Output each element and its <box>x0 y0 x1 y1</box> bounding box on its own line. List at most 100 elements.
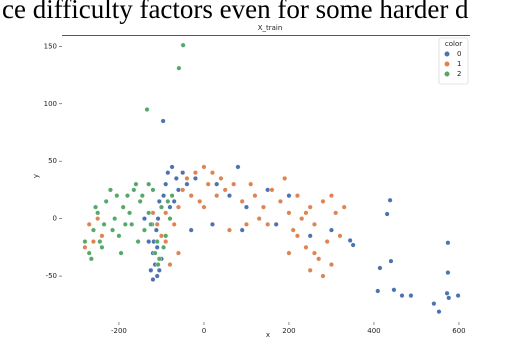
point <box>163 239 169 245</box>
point <box>201 164 207 170</box>
page-text: ce difficulty factors even for some hard… <box>2 0 469 24</box>
legend-label: 0 <box>457 50 461 58</box>
point <box>328 262 334 268</box>
point <box>175 250 181 256</box>
point <box>152 250 158 256</box>
point <box>222 187 228 193</box>
point <box>311 250 317 256</box>
point <box>167 262 173 268</box>
point <box>86 221 92 227</box>
point <box>175 204 181 210</box>
point <box>239 227 245 233</box>
point <box>197 198 203 204</box>
point <box>235 164 241 170</box>
point <box>116 233 122 239</box>
point <box>171 221 177 227</box>
point <box>286 210 292 216</box>
point <box>311 221 317 227</box>
point <box>161 244 167 250</box>
point <box>155 262 161 268</box>
point <box>156 267 162 273</box>
point <box>444 290 450 296</box>
point <box>350 242 356 248</box>
point <box>153 227 159 233</box>
point <box>163 181 169 187</box>
point <box>445 270 451 276</box>
point <box>184 175 190 181</box>
x-axis-label: x <box>266 331 270 338</box>
point <box>188 227 194 233</box>
y-tick-label: -50 <box>46 272 57 280</box>
legend-marker <box>444 51 450 57</box>
x-tick-label: -200 <box>111 327 127 335</box>
point <box>141 227 147 233</box>
point <box>320 273 326 279</box>
point <box>112 216 118 222</box>
point <box>337 233 343 239</box>
legend-marker <box>444 71 450 77</box>
point <box>307 233 313 239</box>
legend-title: color <box>445 40 462 48</box>
point <box>375 288 381 294</box>
point <box>243 204 249 210</box>
point <box>146 239 152 245</box>
point <box>252 193 258 199</box>
legend: color 0 1 2 <box>438 37 469 85</box>
point <box>163 210 169 216</box>
point <box>95 210 101 216</box>
point <box>446 295 452 301</box>
point <box>139 193 145 199</box>
point <box>155 216 161 222</box>
point <box>316 256 322 262</box>
point <box>133 181 139 187</box>
point <box>160 118 166 124</box>
point <box>384 211 390 217</box>
point <box>86 250 92 256</box>
point <box>328 227 334 233</box>
point <box>231 181 237 187</box>
point <box>148 267 154 273</box>
point <box>256 216 262 222</box>
legend-label: 1 <box>457 60 461 68</box>
point <box>184 181 190 187</box>
point <box>226 193 232 199</box>
y-tick-label: 100 <box>44 100 57 108</box>
point <box>165 198 171 204</box>
point <box>248 181 254 187</box>
point <box>127 210 133 216</box>
point <box>445 240 451 246</box>
point <box>169 164 175 170</box>
point <box>388 258 394 264</box>
point <box>307 204 313 210</box>
point <box>167 216 173 222</box>
point <box>154 244 160 250</box>
point <box>93 204 99 210</box>
point <box>303 210 309 216</box>
point <box>324 239 330 245</box>
point <box>294 233 300 239</box>
point <box>161 193 167 199</box>
point <box>347 237 353 243</box>
point <box>387 197 393 203</box>
point <box>243 221 249 227</box>
point <box>209 221 215 227</box>
point <box>226 227 232 233</box>
y-tick-label: 0 <box>53 215 57 223</box>
point <box>265 187 271 193</box>
point <box>158 233 164 239</box>
point <box>290 227 296 233</box>
point <box>124 193 130 199</box>
point <box>131 187 137 193</box>
point <box>286 193 292 199</box>
point <box>163 233 169 239</box>
point <box>175 187 181 193</box>
point <box>88 256 94 262</box>
point <box>303 244 309 250</box>
point <box>135 239 141 245</box>
point <box>408 293 414 299</box>
point <box>173 175 179 181</box>
point <box>299 216 305 222</box>
point <box>154 273 160 279</box>
legend-marker <box>444 61 450 67</box>
